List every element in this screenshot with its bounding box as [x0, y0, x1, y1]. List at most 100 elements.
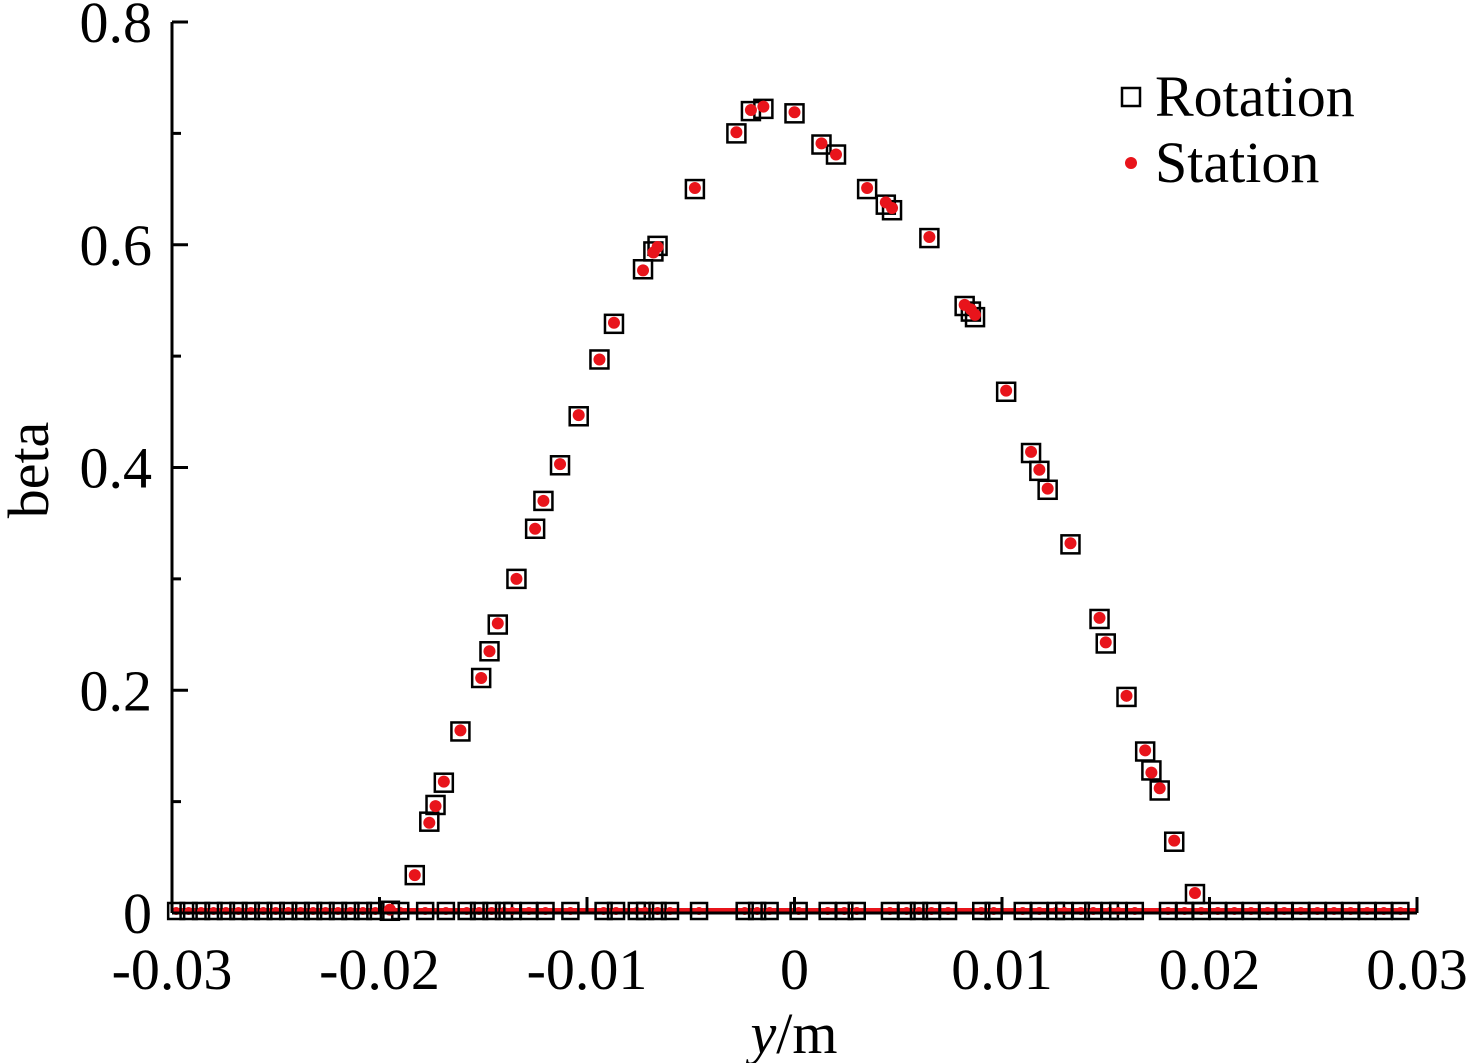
station-point [483, 645, 496, 658]
rotation-series [379, 98, 1206, 922]
station-point [408, 869, 421, 882]
station-point [1000, 384, 1013, 397]
rotation-point-zero [328, 901, 348, 921]
rotation-point [450, 721, 471, 742]
rotation-point-zero [291, 901, 310, 921]
station-point [475, 671, 488, 684]
rotation-point [524, 518, 546, 540]
x-tick-label: -0.03 [112, 937, 233, 1002]
rotation-point [881, 199, 903, 221]
axes [170, 20, 1419, 915]
station-point [1120, 689, 1133, 702]
station-point [969, 308, 982, 321]
station-point [744, 103, 757, 116]
station-point [1093, 611, 1106, 624]
rotation-point-zero [241, 901, 261, 921]
rotation-point-zero [606, 901, 626, 921]
rotation-point [506, 568, 527, 590]
rotation-point-zero [909, 901, 929, 921]
rotation-point-zero [341, 901, 360, 921]
station-point [454, 724, 467, 737]
x-tick-label: 0.01 [951, 937, 1053, 1002]
y-tick-labels: 0 0.2 0.4 0.6 0.8 [80, 0, 153, 946]
rotation-point-zero [789, 901, 808, 921]
rotation-point-zero [229, 901, 248, 921]
station-point [757, 100, 770, 113]
rotation-point-zero [760, 901, 779, 921]
rotation-point-zero [366, 901, 385, 921]
rotation-point-zero [835, 901, 854, 921]
rotation-point-zero [635, 901, 655, 921]
station-point [861, 181, 874, 194]
x-tick-label: 0.02 [1159, 937, 1261, 1002]
rotation-point [784, 103, 805, 124]
rotation-point-zero [482, 901, 501, 921]
rotation-point [919, 227, 940, 249]
rotation-point-zero [972, 901, 991, 921]
legend-station-label: Station [1155, 130, 1319, 195]
station-point [437, 775, 450, 788]
rotation-point-zero [436, 901, 456, 921]
station-point [572, 409, 585, 422]
rotation-point-zero [166, 901, 186, 921]
rotation-point [856, 178, 878, 200]
rotation-point [470, 667, 492, 689]
station-point [688, 181, 701, 194]
rotation-point [425, 794, 446, 816]
rotation-point-zero [648, 901, 667, 921]
rotation-point [479, 641, 500, 662]
legend-station-marker [1125, 157, 1137, 169]
rotation-point [533, 490, 554, 512]
station-point [886, 201, 899, 214]
station-point [1188, 886, 1201, 899]
station-point [537, 494, 550, 507]
station-point [830, 148, 842, 161]
station-point [1025, 445, 1038, 458]
station-point [1099, 636, 1112, 649]
x-axis-title-italic: y [746, 1001, 777, 1063]
station-point [923, 230, 936, 243]
y-axis-title: beta [0, 422, 61, 519]
x-axis-title: y/m [746, 1001, 838, 1063]
rotation-point-zero [660, 901, 680, 921]
rotation-point-zero [1125, 901, 1145, 921]
rotation-point [1037, 479, 1058, 501]
rotation-point-zero [353, 901, 373, 921]
rotation-point [632, 259, 654, 280]
station-point [593, 353, 606, 366]
rotation-point [995, 381, 1017, 403]
station-point [1139, 744, 1152, 757]
station-point [730, 126, 743, 139]
rotation-point [1089, 608, 1110, 630]
rotation-point [419, 811, 440, 832]
rotation-point-zero [594, 901, 613, 921]
rotation-point-zero [191, 901, 211, 921]
legend-rotation-label: Rotation [1155, 64, 1355, 129]
rotation-point-zero [536, 901, 555, 921]
station-point [1064, 537, 1077, 550]
station-point [1153, 782, 1166, 795]
rotation-point [487, 614, 509, 635]
rotation-point [825, 144, 847, 165]
station-point [491, 617, 504, 630]
rotation-point-zero [735, 901, 754, 921]
station-series [383, 100, 1201, 916]
station-point [1168, 834, 1181, 847]
rotation-point [684, 178, 706, 200]
rotation-point [603, 313, 625, 335]
y-tick-label: 0.8 [80, 0, 153, 55]
station-point [788, 106, 801, 119]
rotation-point-zero [561, 901, 580, 921]
rotation-point [726, 123, 747, 144]
rotation-point-zero [278, 901, 298, 921]
rotation-point-zero [204, 901, 223, 921]
station-point [1145, 766, 1158, 779]
rotation-point [433, 772, 455, 793]
rotation-point [1184, 883, 1206, 905]
rotation-point-zero [316, 901, 335, 921]
x-tick-labels: -0.03 -0.02 -0.01 0 0.01 0.02 0.03 [112, 937, 1468, 1002]
y-tick-label: 0.4 [80, 436, 153, 501]
rotation-point [643, 241, 664, 262]
rotation-point-zero [415, 901, 435, 921]
rotation-point [404, 864, 426, 886]
